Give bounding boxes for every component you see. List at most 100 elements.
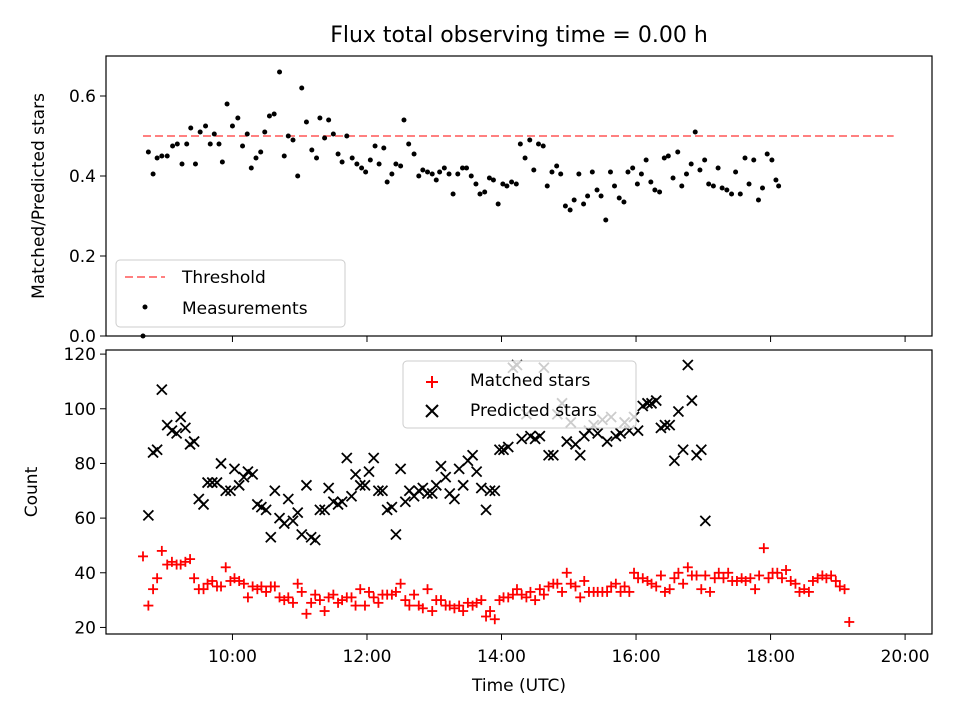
legend-predicted-label: Predicted stars	[470, 401, 597, 421]
x-tick-label: 20:00	[881, 647, 930, 667]
measurement-point	[349, 155, 355, 161]
predicted-star-point	[453, 463, 465, 475]
predicted-star-stroke-b	[314, 504, 326, 516]
predicted-star-point	[359, 479, 371, 491]
predicted-star-point	[278, 517, 290, 530]
predicted-star-stroke-b	[292, 507, 304, 519]
measurement-point	[303, 119, 309, 125]
matched-star-point	[319, 606, 330, 617]
measurement-point	[174, 141, 180, 147]
matched-star-point	[602, 586, 613, 597]
measurement-point	[683, 171, 689, 177]
measurement-point	[170, 143, 176, 149]
matched-star-point	[310, 589, 321, 600]
measurement-point	[581, 201, 587, 207]
top-legend: Threshold Measurements	[115, 259, 346, 328]
predicted-star-point	[440, 471, 452, 483]
measurement-point	[540, 143, 546, 149]
measurement-point	[372, 143, 378, 149]
predicted-star-point	[170, 427, 183, 440]
measurement-point	[359, 165, 365, 171]
top-panel: 0.0 0.2 0.4 0.6 Matched/Predicted stars Thr…	[29, 55, 933, 347]
matched-star-point	[404, 600, 415, 611]
measurement-point	[330, 131, 336, 137]
predicted-star-stroke-b	[493, 444, 506, 456]
predicted-star-stroke-b	[672, 405, 685, 418]
predicted-star-stroke-b	[641, 397, 654, 409]
predicted-star-point	[435, 460, 447, 472]
matched-star-point	[624, 586, 635, 597]
y-tick-label: 20	[74, 618, 96, 638]
predicted-star-stroke-b	[363, 465, 375, 478]
matched-star-point	[713, 567, 724, 578]
measurement-point	[441, 165, 447, 171]
matched-star-point	[803, 586, 814, 597]
predicted-star-point	[601, 435, 613, 448]
measurement-point	[589, 169, 595, 175]
matched-star-point	[390, 586, 401, 597]
measurement-point	[675, 149, 681, 155]
measurement-point	[638, 171, 644, 177]
predicted-star-stroke-b	[197, 498, 210, 511]
measurement-point	[764, 151, 770, 157]
matched-star-point	[220, 562, 231, 573]
measurement-point	[495, 201, 501, 207]
matched-star-point	[610, 578, 621, 589]
measurement-point	[367, 157, 373, 163]
matched-star-point	[718, 573, 729, 584]
matched-star-point	[238, 578, 249, 589]
predicted-star-stroke-b	[142, 509, 155, 522]
matched-star-point	[409, 589, 420, 600]
bottom-x-ticks: 10:00 12:00 14:00 16:00 18:00 20:00	[208, 634, 930, 667]
predicted-star-stroke-b	[156, 383, 168, 396]
matched-star-point	[754, 570, 765, 581]
predicted-star-stroke-b	[193, 493, 205, 505]
predicted-star-stroke-b	[394, 463, 407, 475]
measurement-point	[192, 161, 198, 167]
predicted-star-point	[228, 463, 241, 475]
measurement-point	[401, 117, 407, 123]
predicted-star-stroke-b	[668, 455, 681, 467]
matched-star-point	[364, 586, 375, 597]
matched-star-point	[400, 595, 411, 606]
predicted-star-point	[201, 476, 214, 489]
predicted-star-point	[390, 528, 402, 541]
measurement-point	[437, 169, 443, 175]
measurement-point	[339, 159, 345, 165]
measurement-point	[344, 133, 350, 139]
measurement-point	[429, 171, 435, 177]
y-tick-label: 0.6	[69, 87, 96, 107]
chart-title: Flux total observing time = 0.00 h	[330, 23, 708, 48]
matched-star-point	[216, 581, 227, 592]
measurement-point	[603, 217, 609, 223]
predicted-star-stroke-b	[403, 485, 415, 497]
predicted-star-stroke-b	[435, 460, 447, 472]
predicted-star-point	[345, 490, 358, 502]
predicted-star-point	[592, 427, 604, 440]
predicted-star-stroke-b	[390, 528, 402, 541]
measurement-point	[416, 173, 422, 179]
predicted-star-point	[489, 485, 501, 497]
measurement-point	[262, 129, 268, 135]
predicted-star-stroke-b	[305, 531, 317, 543]
predicted-star-stroke-b	[534, 430, 546, 442]
predicted-star-point	[561, 435, 573, 448]
measurement-point	[258, 149, 264, 155]
predicted-star-point	[542, 449, 555, 461]
measurement-point	[746, 181, 752, 187]
predicted-star-point	[323, 482, 335, 494]
predicted-star-point	[695, 444, 707, 456]
measurement-point	[719, 185, 725, 191]
measurement-point	[769, 157, 775, 163]
measurement-point	[665, 153, 671, 159]
predicted-star-point	[386, 501, 398, 513]
predicted-star-point	[336, 496, 348, 508]
predicted-star-point	[292, 507, 304, 519]
predicted-star-stroke-b	[677, 444, 689, 456]
predicted-star-stroke-b	[547, 449, 559, 461]
measurement-point	[322, 135, 328, 141]
predicted-star-stroke-b	[260, 504, 272, 516]
predicted-star-stroke-b	[561, 435, 573, 448]
predicted-star-stroke-b	[368, 452, 380, 464]
matched-star-point	[368, 592, 379, 603]
